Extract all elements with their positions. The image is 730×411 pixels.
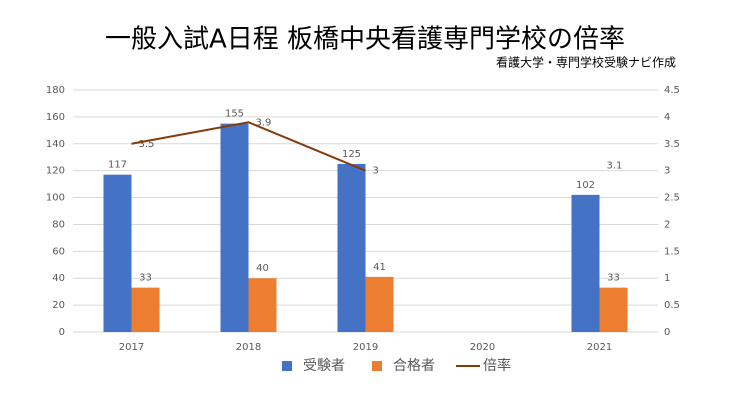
x-tick-label: 2020 (470, 342, 495, 353)
y-tick-label: 80 (52, 219, 65, 230)
bar-value-label: 117 (108, 160, 127, 171)
y-tick-label: 180 (46, 85, 65, 96)
bar-value-label: 41 (373, 262, 386, 273)
x-tick-label: 2021 (587, 342, 612, 353)
y-tick-label: 100 (46, 193, 65, 204)
x-tick-label: 2018 (236, 342, 261, 353)
bar (103, 174, 132, 332)
bar-value-label: 33 (139, 273, 152, 284)
bar-value-label: 102 (576, 180, 595, 191)
bar-value-label: 33 (607, 273, 620, 284)
y2-tick-label: 0 (664, 327, 670, 338)
y-tick-label: 160 (46, 112, 65, 123)
y2-tick-label: 3 (664, 166, 670, 177)
line (132, 122, 600, 170)
line-value-label: 3.5 (139, 139, 155, 150)
y-tick-label: 60 (52, 246, 65, 257)
legend-swatch (372, 361, 382, 371)
legend-label: 合格者 (393, 358, 435, 374)
bar (599, 287, 628, 332)
bar (365, 276, 394, 332)
chart-subtitle: 看護大学・専門学校受験ナビ作成 (496, 55, 676, 70)
bar (248, 278, 277, 332)
y-tick-label: 40 (52, 273, 65, 284)
y2-tick-label: 3.5 (664, 139, 680, 150)
line-value-label: 3.1 (607, 160, 623, 171)
bar-value-label: 40 (256, 263, 269, 274)
x-tick-label: 2019 (353, 342, 378, 353)
y-tick-label: 140 (46, 139, 65, 150)
x-tick-label: 2017 (119, 342, 144, 353)
legend-swatch (282, 361, 292, 371)
y2-tick-label: 1.5 (664, 246, 680, 257)
y2-tick-label: 0.5 (664, 300, 680, 311)
legend-label: 倍率 (483, 357, 511, 374)
y2-tick-label: 2 (664, 219, 670, 230)
bar (337, 163, 366, 332)
y2-tick-label: 4.5 (664, 85, 680, 96)
y2-tick-label: 4 (664, 112, 670, 123)
line-value-label: 3 (373, 166, 379, 177)
y-tick-label: 0 (59, 327, 65, 338)
y2-tick-label: 2.5 (664, 193, 680, 204)
y-tick-label: 120 (46, 166, 65, 177)
bar-value-label: 125 (342, 149, 361, 160)
chart-title: 一般入試A日程 板橋中央看護専門学校の倍率 (105, 25, 625, 55)
y2-tick-label: 1 (664, 273, 670, 284)
bar-value-label: 155 (225, 109, 244, 120)
bar (131, 287, 160, 332)
y-tick-label: 20 (52, 300, 65, 311)
line-value-label: 3.9 (256, 117, 272, 128)
legend-label: 受験者 (303, 358, 345, 374)
bar (220, 123, 249, 332)
bar (571, 194, 600, 332)
